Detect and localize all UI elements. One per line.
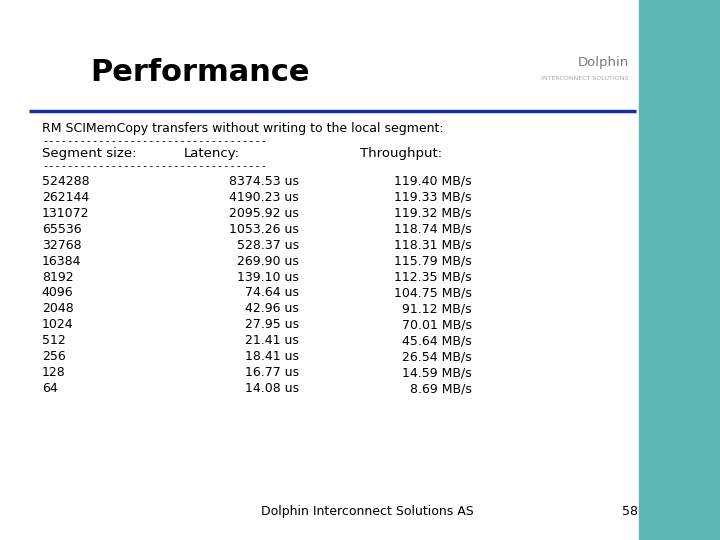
Text: 2095.92 us: 2095.92 us (229, 207, 299, 220)
Text: 18.41 us: 18.41 us (245, 350, 299, 363)
Text: INTERCONNECT SOLUTIONS: INTERCONNECT SOLUTIONS (541, 76, 629, 81)
Text: 512: 512 (42, 334, 66, 347)
Text: 262144: 262144 (42, 191, 89, 204)
Text: ------------------------------------: ------------------------------------ (42, 161, 266, 171)
Text: 21.41 us: 21.41 us (245, 334, 299, 347)
Text: Segment size:: Segment size: (42, 147, 136, 160)
Text: 16.77 us: 16.77 us (245, 366, 299, 379)
Text: 104.75 MB/s: 104.75 MB/s (394, 286, 472, 300)
Text: Latency:: Latency: (184, 147, 240, 160)
Text: 119.40 MB/s: 119.40 MB/s (394, 175, 472, 188)
Text: 269.90 us: 269.90 us (237, 254, 299, 268)
Text: 91.12 MB/s: 91.12 MB/s (402, 302, 472, 315)
Text: 74.64 us: 74.64 us (245, 286, 299, 300)
Text: 16384: 16384 (42, 254, 81, 268)
Text: 118.74 MB/s: 118.74 MB/s (394, 222, 472, 236)
Text: 8192: 8192 (42, 271, 73, 284)
Text: 32768: 32768 (42, 239, 81, 252)
Text: 112.35 MB/s: 112.35 MB/s (394, 271, 472, 284)
Text: 45.64 MB/s: 45.64 MB/s (402, 334, 472, 347)
Text: 118.31 MB/s: 118.31 MB/s (394, 239, 472, 252)
Text: 58: 58 (622, 505, 638, 518)
Text: 119.33 MB/s: 119.33 MB/s (394, 191, 472, 204)
Text: 4190.23 us: 4190.23 us (229, 191, 299, 204)
Text: 139.10 us: 139.10 us (237, 271, 299, 284)
Text: Dolphin: Dolphin (577, 56, 629, 69)
Text: 26.54 MB/s: 26.54 MB/s (402, 350, 472, 363)
Text: 42.96 us: 42.96 us (245, 302, 299, 315)
Text: RM SCIMemCopy transfers without writing to the local segment:: RM SCIMemCopy transfers without writing … (42, 122, 444, 135)
Text: 115.79 MB/s: 115.79 MB/s (394, 254, 472, 268)
Text: 1053.26 us: 1053.26 us (229, 222, 299, 236)
Text: 70.01 MB/s: 70.01 MB/s (402, 318, 472, 332)
Text: ------------------------------------: ------------------------------------ (42, 137, 266, 146)
Text: 8374.53 us: 8374.53 us (229, 175, 299, 188)
Text: 2048: 2048 (42, 302, 73, 315)
Text: 14.08 us: 14.08 us (245, 382, 299, 395)
Text: Throughput:: Throughput: (360, 147, 442, 160)
Text: 528.37 us: 528.37 us (237, 239, 299, 252)
Text: 4096: 4096 (42, 286, 73, 300)
Text: 256: 256 (42, 350, 66, 363)
Text: 119.32 MB/s: 119.32 MB/s (394, 207, 472, 220)
Text: 27.95 us: 27.95 us (245, 318, 299, 332)
Text: 128: 128 (42, 366, 66, 379)
Text: 14.59 MB/s: 14.59 MB/s (402, 366, 472, 379)
Text: 8.69 MB/s: 8.69 MB/s (410, 382, 472, 395)
Bar (639, 0, 720, 540)
Text: 524288: 524288 (42, 175, 89, 188)
Text: 131072: 131072 (42, 207, 89, 220)
Text: Dolphin Interconnect Solutions AS: Dolphin Interconnect Solutions AS (261, 505, 474, 518)
Text: 64: 64 (42, 382, 58, 395)
Text: 65536: 65536 (42, 222, 81, 236)
Text: 1024: 1024 (42, 318, 73, 332)
Text: Performance: Performance (90, 58, 310, 87)
